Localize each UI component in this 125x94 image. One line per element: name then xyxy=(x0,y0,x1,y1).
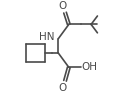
Text: O: O xyxy=(59,83,67,93)
Text: HN: HN xyxy=(39,32,55,42)
Text: OH: OH xyxy=(81,62,97,72)
Text: O: O xyxy=(59,1,67,11)
